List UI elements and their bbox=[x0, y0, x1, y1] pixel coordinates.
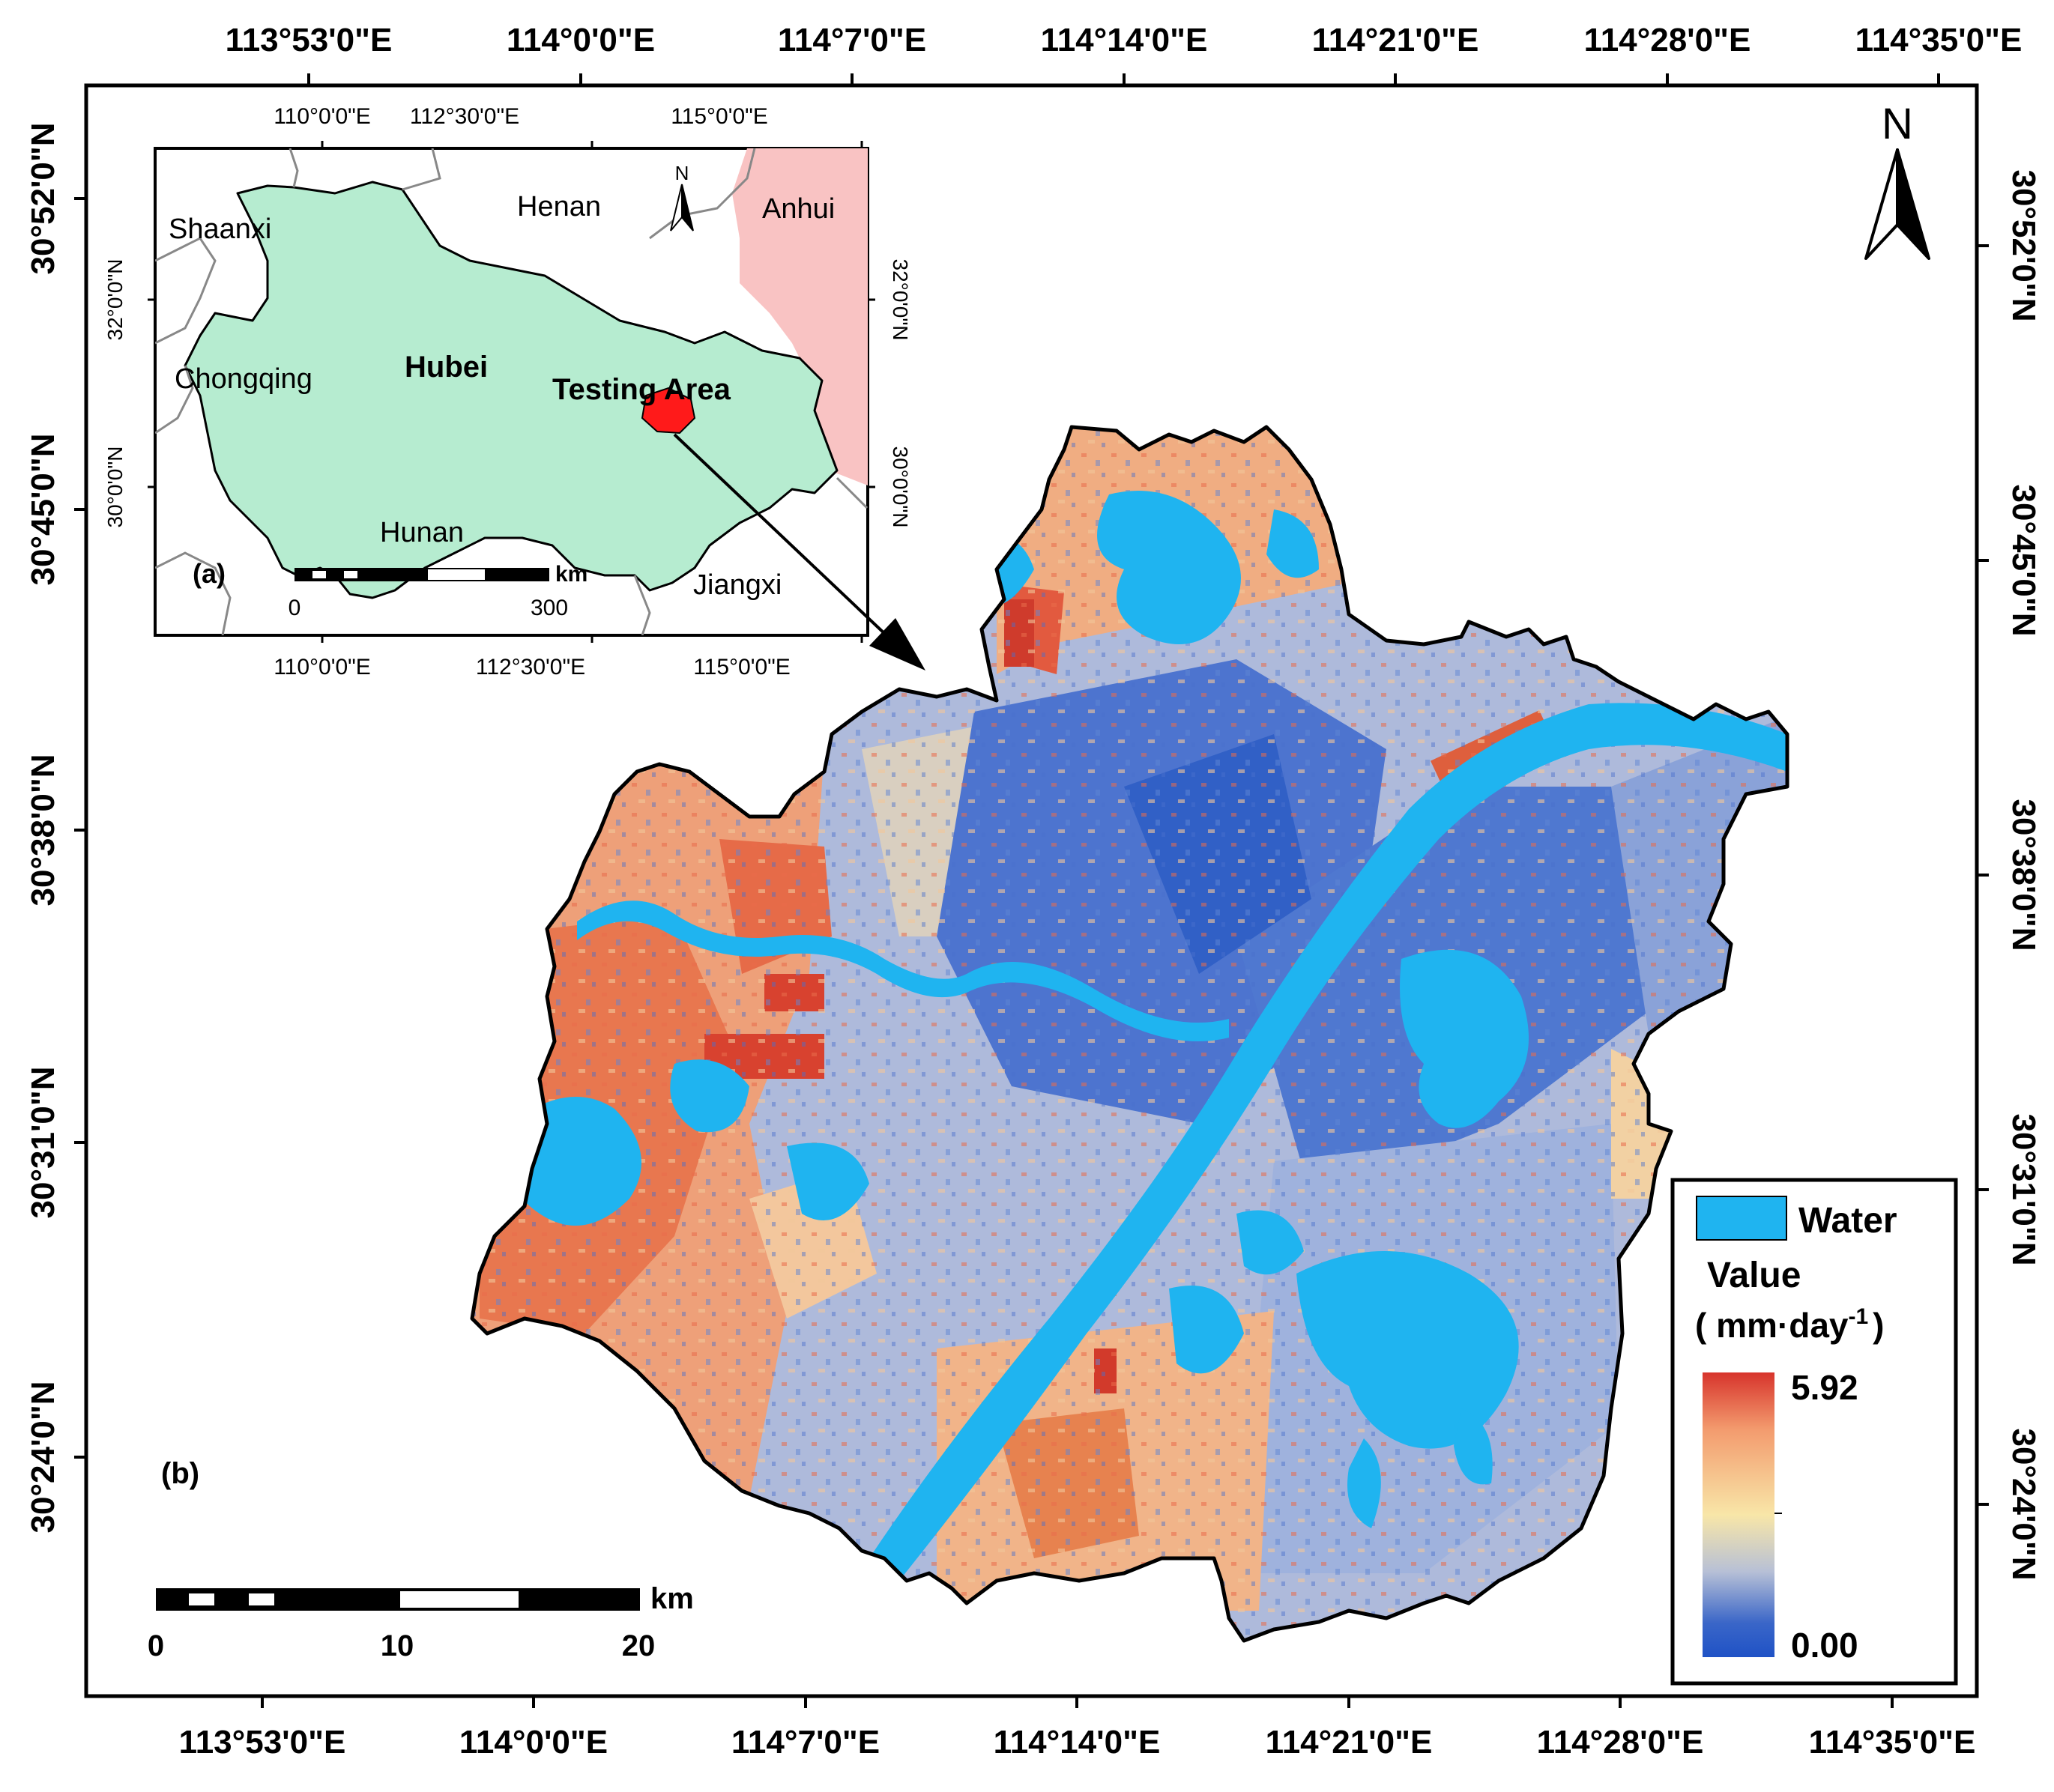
province-label-henan: Henan bbox=[517, 191, 601, 223]
legend-max-label: 5.92 bbox=[1791, 1368, 1858, 1407]
province-label-jiangxi: Jiangxi bbox=[693, 569, 782, 601]
top-longitude-labels: 113°53'0"E 114°0'0"E 114°7'0"E 114°14'0"… bbox=[226, 22, 2023, 58]
lat-label-left-1: 30°52'0"N bbox=[25, 122, 61, 274]
panel-label-a: (a) bbox=[193, 558, 226, 589]
lon-label-bottom-6: 114°28'0"E bbox=[1537, 1724, 1704, 1761]
inset-scale-unit: km bbox=[555, 562, 587, 587]
water-bodies bbox=[506, 491, 1787, 1581]
scale-tick-main-10: 10 bbox=[381, 1629, 414, 1662]
inset-lon-bottom-3: 115°0'0"E bbox=[693, 655, 791, 679]
province-label-chongqing: Chongqing bbox=[175, 363, 312, 395]
legend-value-title: Value bbox=[1707, 1256, 1801, 1295]
bottom-longitude-labels: 113°53'0"E 114°0'0"E 114°7'0"E 114°14'0"… bbox=[179, 1724, 1976, 1761]
lon-label-top-1: 113°53'0"E bbox=[226, 22, 393, 58]
inset-map: Shaanxi Henan Anhui Chongqing Hubei Huna… bbox=[103, 104, 912, 679]
legend-min-label: 0.00 bbox=[1791, 1626, 1858, 1665]
lat-label-left-3: 30°38'0"N bbox=[25, 754, 61, 906]
main-scale-bar: km 0 10 20 bbox=[148, 1582, 694, 1662]
inset-lon-bottom-1: 110°0'0"E bbox=[274, 655, 371, 679]
scale-tick-main-20: 20 bbox=[622, 1629, 656, 1662]
inset-lon-top-2: 112°30'0"E bbox=[410, 104, 519, 129]
lat-label-left-2: 30°45'0"N bbox=[25, 433, 61, 585]
legend-color-ramp bbox=[1703, 1372, 1774, 1657]
lon-label-bottom-2: 114°0'0"E bbox=[459, 1724, 608, 1761]
lon-label-bottom-5: 114°21'0"E bbox=[1266, 1724, 1433, 1761]
leader-arrow-icon bbox=[673, 433, 925, 671]
lat-label-right-2: 30°45'0"N bbox=[2005, 484, 2042, 636]
lon-label-bottom-3: 114°7'0"E bbox=[731, 1724, 880, 1761]
province-label-anhui: Anhui bbox=[762, 193, 835, 225]
inset-lat-right-1: 32°0'0"N bbox=[889, 259, 912, 341]
scale-tick-main-0: 0 bbox=[148, 1629, 164, 1662]
inset-lat-left-1: 32°0'0"N bbox=[103, 259, 127, 341]
panel-label-b: (b) bbox=[161, 1457, 199, 1490]
legend-water-label: Water bbox=[1798, 1201, 1897, 1241]
inset-lon-top-3: 115°0'0"E bbox=[671, 104, 768, 129]
lat-label-left-4: 30°31'0"N bbox=[25, 1066, 61, 1218]
inset-scale-tick-300: 300 bbox=[531, 596, 568, 620]
hubei-region bbox=[184, 181, 839, 599]
province-label-hubei: Hubei bbox=[405, 351, 488, 384]
inset-north-arrow-icon: N bbox=[670, 162, 694, 231]
inset-lon-bottom-2: 112°30'0"E bbox=[476, 655, 585, 679]
inset-lat-left-2: 30°0'0"N bbox=[103, 447, 127, 528]
inset-north-letter: N bbox=[675, 162, 689, 184]
inset-lat-right-2: 30°0'0"N bbox=[889, 447, 912, 528]
lat-label-right-1: 30°52'0"N bbox=[2005, 169, 2042, 321]
scale-unit-main: km bbox=[650, 1582, 694, 1615]
lon-label-top-3: 114°7'0"E bbox=[778, 22, 926, 58]
testing-area-marker bbox=[641, 387, 696, 435]
province-label-hunan: Hunan bbox=[380, 517, 464, 548]
legend-unit: ( mm·day-1) bbox=[1695, 1304, 1885, 1345]
lon-label-top-2: 114°0'0"E bbox=[507, 22, 655, 58]
lon-label-top-5: 114°21'0"E bbox=[1312, 22, 1479, 58]
legend: Water Value ( mm·day-1) 5.92 0.00 bbox=[1670, 1178, 1958, 1686]
lon-label-bottom-7: 114°35'0"E bbox=[1809, 1724, 1976, 1761]
lat-label-right-4: 30°31'0"N bbox=[2005, 1113, 2042, 1265]
left-latitude-labels: 30°52'0"N 30°45'0"N 30°38'0"N 30°31'0"N … bbox=[25, 122, 61, 1533]
testing-area-label: Testing Area bbox=[552, 373, 731, 406]
study-area-boundary bbox=[470, 425, 1789, 1643]
right-latitude-labels: 30°52'0"N 30°45'0"N 30°38'0"N 30°31'0"N … bbox=[2005, 169, 2042, 1580]
legend-water-swatch bbox=[1696, 1196, 1787, 1241]
lat-label-left-5: 30°24'0"N bbox=[25, 1381, 61, 1533]
inset-lon-top-1: 110°0'0"E bbox=[274, 104, 371, 129]
lat-label-right-5: 30°24'0"N bbox=[2005, 1428, 2042, 1580]
anhui-region bbox=[732, 148, 868, 485]
north-arrow-icon: N bbox=[1864, 100, 1930, 260]
lon-label-top-4: 114°14'0"E bbox=[1041, 22, 1208, 58]
inset-scale-tick-0: 0 bbox=[289, 596, 301, 620]
lon-label-top-6: 114°28'0"E bbox=[1584, 22, 1751, 58]
graticule-ticks bbox=[74, 73, 1989, 1708]
north-arrow-letter: N bbox=[1882, 100, 1913, 148]
lon-label-bottom-4: 114°14'0"E bbox=[994, 1724, 1161, 1761]
lon-label-bottom-1: 113°53'0"E bbox=[179, 1724, 346, 1761]
lat-label-right-3: 30°38'0"N bbox=[2005, 799, 2042, 951]
province-label-shaanxi: Shaanxi bbox=[169, 214, 271, 245]
inset-scale-bar: km 0 300 bbox=[289, 562, 588, 620]
lon-label-top-7: 114°35'0"E bbox=[1855, 22, 2023, 58]
